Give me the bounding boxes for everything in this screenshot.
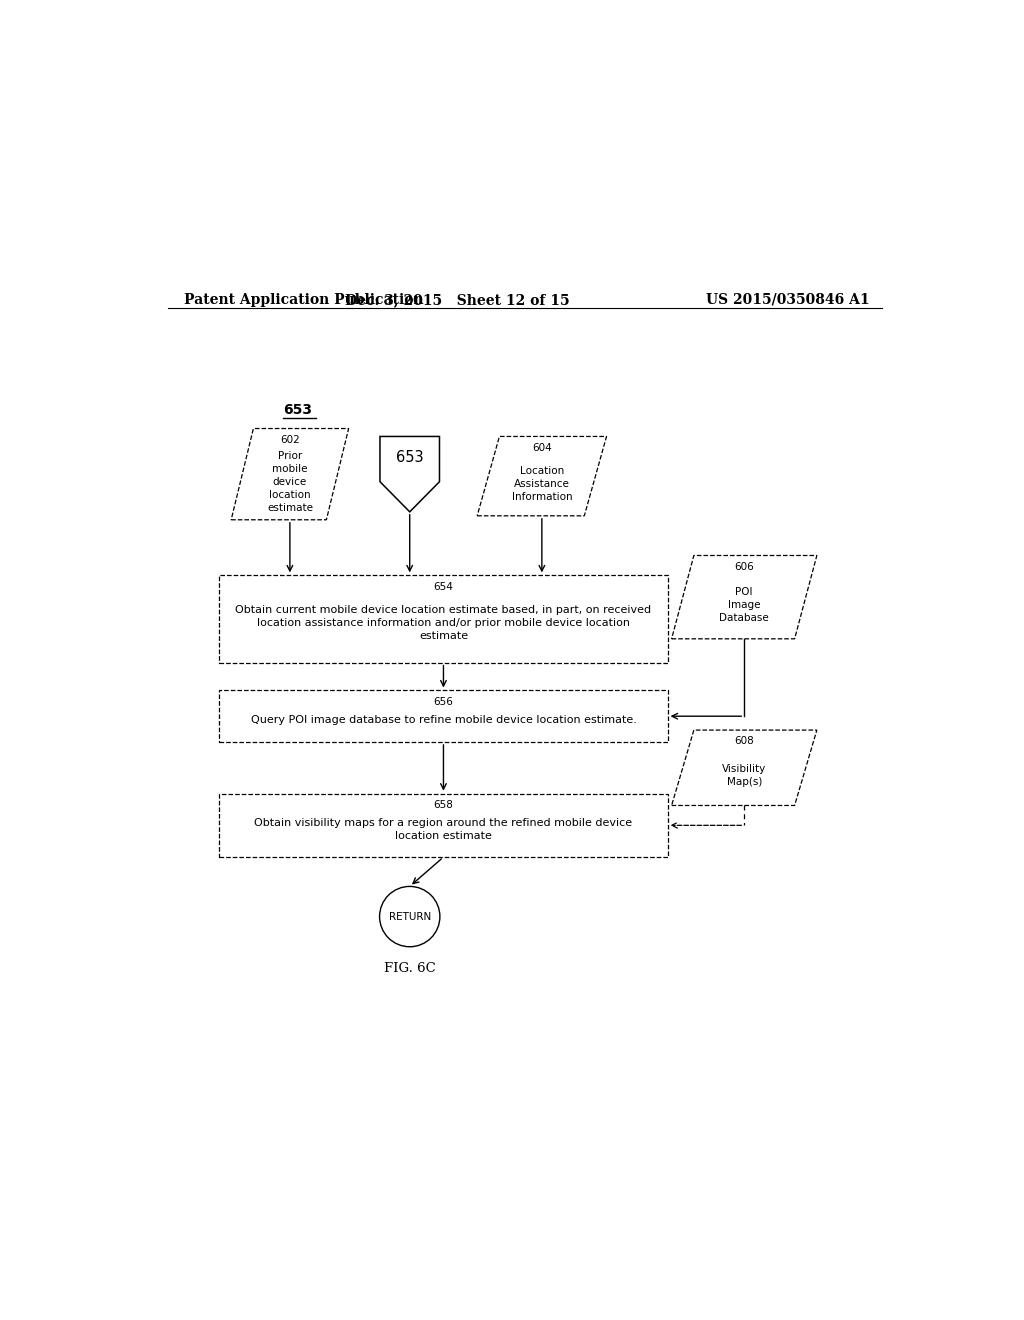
Text: FIG. 6C: FIG. 6C <box>384 962 435 974</box>
Text: POI
Image
Database: POI Image Database <box>719 587 769 623</box>
Text: Query POI image database to refine mobile device location estimate.: Query POI image database to refine mobil… <box>251 715 636 725</box>
Text: 653: 653 <box>283 403 311 417</box>
Text: 606: 606 <box>734 562 754 572</box>
Text: 654: 654 <box>433 582 454 591</box>
Text: Prior
mobile
device
location
estimate: Prior mobile device location estimate <box>267 450 313 513</box>
Text: Visibility
Map(s): Visibility Map(s) <box>722 764 766 787</box>
Text: 608: 608 <box>734 737 754 746</box>
Text: 653: 653 <box>396 450 424 465</box>
Text: 602: 602 <box>280 434 300 445</box>
Text: 656: 656 <box>433 697 454 706</box>
Text: US 2015/0350846 A1: US 2015/0350846 A1 <box>707 293 870 308</box>
Text: 658: 658 <box>433 800 454 810</box>
Text: Obtain visibility maps for a region around the refined mobile device
location es: Obtain visibility maps for a region arou… <box>254 817 633 841</box>
Text: RETURN: RETURN <box>388 912 431 921</box>
Text: Obtain current mobile device location estimate based, in part, on received
locat: Obtain current mobile device location es… <box>236 605 651 642</box>
Text: Dec. 3, 2015   Sheet 12 of 15: Dec. 3, 2015 Sheet 12 of 15 <box>345 293 569 308</box>
Text: 604: 604 <box>532 442 552 453</box>
Text: Location
Assistance
Information: Location Assistance Information <box>512 466 572 503</box>
Text: Patent Application Publication: Patent Application Publication <box>183 293 423 308</box>
